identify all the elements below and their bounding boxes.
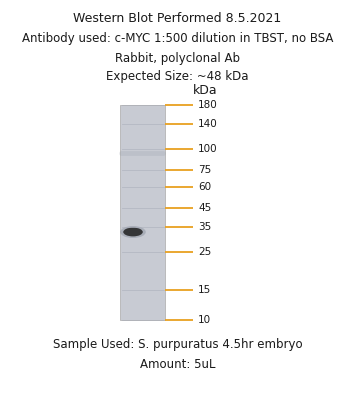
Text: 15: 15 (198, 285, 211, 295)
Text: 60: 60 (198, 182, 211, 192)
Text: Amount: 5uL: Amount: 5uL (140, 358, 215, 371)
Text: Antibody used: c-MYC 1:500 dilution in TBST, no BSA: Antibody used: c-MYC 1:500 dilution in T… (22, 32, 333, 45)
Text: 45: 45 (198, 203, 211, 213)
Text: 10: 10 (198, 315, 211, 325)
Text: 35: 35 (198, 222, 211, 232)
Text: 25: 25 (198, 247, 211, 257)
Text: Sample Used: S. purpuratus 4.5hr embryo: Sample Used: S. purpuratus 4.5hr embryo (53, 338, 302, 351)
Text: Expected Size: ~48 kDa: Expected Size: ~48 kDa (106, 70, 249, 83)
Text: 100: 100 (198, 144, 218, 154)
Text: kDa: kDa (193, 84, 217, 97)
Text: 75: 75 (198, 165, 211, 175)
Text: Rabbit, polyclonal Ab: Rabbit, polyclonal Ab (115, 52, 240, 65)
Text: Western Blot Performed 8.5.2021: Western Blot Performed 8.5.2021 (73, 12, 282, 25)
Text: 180: 180 (198, 100, 218, 110)
Text: 140: 140 (198, 119, 218, 129)
